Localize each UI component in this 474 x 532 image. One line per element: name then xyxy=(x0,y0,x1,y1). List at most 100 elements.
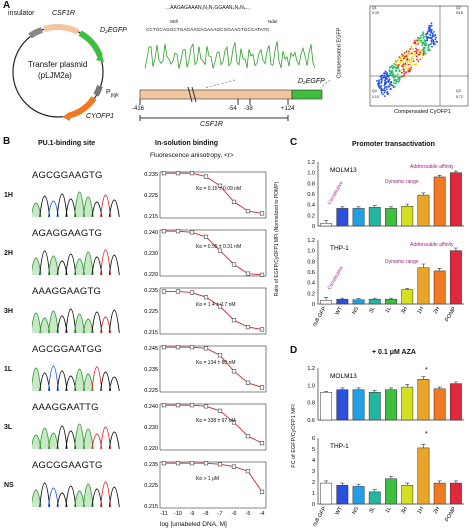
flow-event xyxy=(422,34,425,37)
flow-event xyxy=(384,83,386,86)
flow-event xyxy=(399,61,402,64)
binding-row: 1H AGCGGAAGTG 0.235 0.225 0.215 Kᴅ = 0.15 ± 0… xyxy=(0,170,290,226)
flow-event xyxy=(412,60,415,63)
binding-row: 2H AGAGGAAGTG 0.240 0.230 0.220 Kᴅ = 0.55 ± 0… xyxy=(0,228,290,284)
error-bar xyxy=(356,387,361,390)
panel-d-title: + 0.1 μM AZA xyxy=(372,349,416,356)
x-tick-label: -7 xyxy=(218,511,223,516)
data-point xyxy=(217,353,223,358)
data-point xyxy=(231,464,237,469)
flow-ylabel: Compensated EGFP xyxy=(336,27,343,79)
flow-xlabel: Compensated CyOFP1 xyxy=(394,109,451,115)
flow-event xyxy=(382,93,384,96)
y-tick-label: 1.0 xyxy=(307,249,315,255)
error-bar xyxy=(372,489,377,492)
binding-curve-plot: 0.240 0.230 0.220 xyxy=(144,403,267,452)
bar xyxy=(433,388,446,421)
bar xyxy=(336,298,349,305)
flow-event xyxy=(376,79,378,82)
error-bar xyxy=(453,170,458,173)
flow-event xyxy=(400,71,403,74)
flow-event xyxy=(396,60,398,63)
error-bar xyxy=(356,483,361,487)
flow-event xyxy=(423,36,426,38)
pos-left: -416 xyxy=(132,106,145,112)
data-point xyxy=(189,171,195,176)
sequence-read: CCTGCAGGCTGAGAAGAGAAAGCGGAAGTGCCATATG xyxy=(146,27,270,32)
kd-annotation: Kᴅ = 0.15 ± 0.09 nM xyxy=(196,186,242,192)
row-label: 1H xyxy=(4,192,13,199)
flow-event xyxy=(388,85,391,88)
data-point xyxy=(259,211,265,216)
x-tick-label: -10 xyxy=(174,511,182,516)
d2egfp-label: D₂EGFP xyxy=(100,27,127,34)
chromatogram-peak xyxy=(65,430,77,450)
flow-q1-value: 0.33 xyxy=(372,11,379,15)
flow-event xyxy=(421,56,424,59)
y-tick-label: 0.2 xyxy=(307,213,315,219)
flow-event xyxy=(421,33,424,36)
axis xyxy=(317,162,464,227)
flow-event xyxy=(404,62,407,65)
x-tick-label: -11 xyxy=(160,511,168,516)
flow-event xyxy=(436,41,439,43)
x-tick-label: 1L xyxy=(384,306,392,314)
error-bar xyxy=(405,384,410,388)
flow-event xyxy=(380,89,383,92)
flow-event xyxy=(409,61,412,64)
x-tick-label: null-GFP xyxy=(312,306,328,328)
flow-event xyxy=(430,22,433,25)
flow-event xyxy=(406,60,409,63)
flow-event xyxy=(415,63,418,66)
flow-event xyxy=(401,66,404,69)
chromatogram-peak xyxy=(47,255,59,276)
x-tick-label: null-GFP xyxy=(312,506,328,528)
data-point xyxy=(259,272,265,277)
bar xyxy=(449,172,462,227)
data-point xyxy=(245,271,251,276)
binding-curve-plot: 0.245 0.235 0.225 xyxy=(144,345,267,394)
annotation-addressable: Addressable affinity xyxy=(410,242,454,248)
flow-event xyxy=(429,29,432,32)
flow-event xyxy=(431,28,433,31)
flow-event xyxy=(394,60,397,63)
chromatogram-peak xyxy=(56,193,68,218)
error-bar xyxy=(356,206,361,209)
y-tick-label: 1 xyxy=(312,491,315,497)
y-tick-label: 0.240 xyxy=(144,230,158,236)
flow-event xyxy=(415,52,418,55)
chromatogram: AAAGGAATTG xyxy=(32,402,122,450)
data-point xyxy=(175,403,181,408)
error-bar xyxy=(437,175,442,177)
flow-event xyxy=(414,42,417,44)
error-bar xyxy=(324,480,329,484)
y-tick-label: 0.225 xyxy=(144,483,158,489)
flow-event xyxy=(381,79,383,82)
flow-event xyxy=(422,51,425,54)
fit-curve xyxy=(164,346,263,388)
flow-event xyxy=(410,46,413,49)
error-bar xyxy=(453,381,458,384)
data-point xyxy=(175,229,181,234)
x-tick-label: 1L xyxy=(384,506,392,514)
flow-event xyxy=(404,55,407,58)
flow-event xyxy=(393,62,395,65)
chromatogram-peak xyxy=(32,312,42,334)
flow-event xyxy=(422,41,425,44)
data-point xyxy=(161,171,167,176)
flow-event xyxy=(421,44,424,47)
plasmid-map xyxy=(12,24,104,121)
error-bar xyxy=(389,206,393,209)
flow-event xyxy=(424,40,427,43)
flow-event xyxy=(433,34,436,37)
chromatogram-peak xyxy=(100,371,112,392)
annotation-constitutive: Constitutive xyxy=(327,265,345,291)
bar xyxy=(401,289,414,305)
chromatogram-peak xyxy=(65,253,77,276)
d2egfp-bar-label: D₂EGFP xyxy=(298,78,325,85)
bar xyxy=(433,270,446,305)
flow-event xyxy=(397,67,399,70)
bar xyxy=(417,267,430,305)
y-tick-label: 0.235 xyxy=(144,172,158,178)
y-tick-label: 0.8 xyxy=(307,259,315,265)
